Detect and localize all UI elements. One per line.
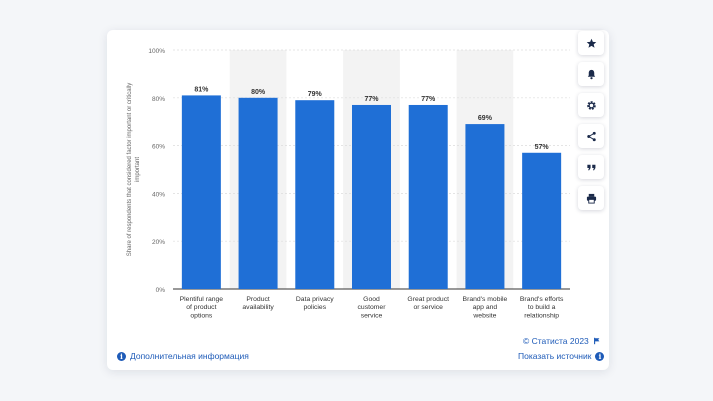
quote-icon xyxy=(586,164,595,170)
settings-button[interactable] xyxy=(578,93,604,117)
info-icon: i xyxy=(595,351,605,361)
share-icon xyxy=(586,131,596,141)
data-label: 77% xyxy=(364,96,379,103)
more-info-label: Дополнительная информация xyxy=(130,351,249,361)
bell-icon xyxy=(587,69,595,79)
x-tick-label: Product availability xyxy=(242,296,274,311)
gear-icon xyxy=(586,100,596,110)
y-axis-label: Share of respondents that considered fac… xyxy=(127,83,141,256)
x-tick-label: Brand's efforts to build a relationship xyxy=(520,296,564,319)
data-label: 79% xyxy=(308,91,323,98)
bar xyxy=(295,100,335,289)
bar xyxy=(238,97,278,289)
flag-icon xyxy=(593,337,600,345)
share-button[interactable] xyxy=(578,124,604,148)
data-label: 80% xyxy=(251,89,266,96)
more-info-link[interactable]: i Дополнительная информация xyxy=(117,351,249,361)
show-source-link[interactable]: Показать источник i xyxy=(518,351,605,361)
bar xyxy=(352,104,391,289)
notification-button[interactable] xyxy=(578,62,604,86)
bar xyxy=(181,95,221,289)
show-source-label: Показать источник xyxy=(518,351,592,361)
print-icon xyxy=(586,193,596,204)
bar-chart: 0% 20% 40% 60% 80% 100% Share of respondents t… xyxy=(127,48,570,319)
chart-toolbar xyxy=(578,31,606,210)
info-icon: i xyxy=(117,351,126,361)
bar xyxy=(465,124,505,289)
bar xyxy=(522,152,562,289)
x-tick-label: Good customer service xyxy=(358,296,387,319)
y-tick-label: 20% xyxy=(152,239,165,246)
copyright[interactable]: © Статиста 2023 xyxy=(523,336,601,346)
chart-card: 0% 20% 40% 60% 80% 100% Share of respondents t… xyxy=(107,30,609,370)
y-tick-label: 80% xyxy=(152,96,165,103)
copyright-label: © Статиста 2023 xyxy=(523,336,589,346)
cite-button[interactable] xyxy=(578,155,604,179)
data-label: 69% xyxy=(478,115,493,122)
y-tick-label: 40% xyxy=(152,191,165,198)
x-tick-label: Great product or service xyxy=(407,296,449,311)
x-tick-label: Brand's mobile app and website xyxy=(463,296,508,319)
data-label: 57% xyxy=(535,144,550,151)
x-tick-label: Data privacy policies xyxy=(296,296,334,311)
star-icon xyxy=(586,38,596,48)
x-tick-label: Plentiful range of product options xyxy=(180,296,224,319)
data-label: 81% xyxy=(194,86,209,93)
data-label: 77% xyxy=(421,96,436,103)
y-tick-label: 100% xyxy=(148,48,165,55)
y-tick-label: 0% xyxy=(156,287,166,294)
bar xyxy=(408,104,448,289)
y-tick-label: 60% xyxy=(152,144,165,151)
print-button[interactable] xyxy=(578,186,604,210)
favorite-button[interactable] xyxy=(578,31,604,55)
